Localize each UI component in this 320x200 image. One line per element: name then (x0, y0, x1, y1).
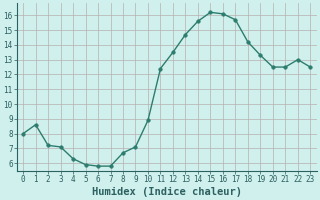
X-axis label: Humidex (Indice chaleur): Humidex (Indice chaleur) (92, 186, 242, 197)
